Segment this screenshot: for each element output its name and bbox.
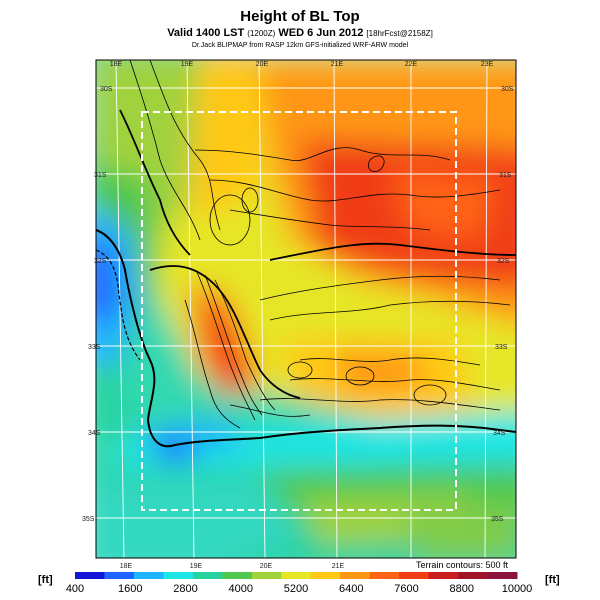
svg-text:34S: 34S: [88, 430, 101, 437]
svg-text:22E: 22E: [405, 61, 418, 68]
plot-frame: [95, 59, 517, 559]
colorbar-tick-label: 8800: [450, 583, 474, 595]
svg-text:31S: 31S: [499, 172, 512, 179]
colorbar-tick-label: 6400: [339, 583, 363, 595]
colorbar-swatch: [281, 572, 312, 579]
svg-text:18E: 18E: [120, 563, 133, 570]
svg-text:33S: 33S: [88, 344, 101, 351]
chart-title: Height of BL Top: [240, 8, 360, 25]
terrain-contours: [129, 60, 511, 429]
colorbar-swatch: [428, 572, 459, 579]
svg-text:30S: 30S: [501, 86, 514, 93]
colorbar-swatch: [133, 572, 164, 579]
colorbar-unit-right: [ft]: [545, 574, 560, 586]
colorbar-swatch: [104, 572, 135, 579]
inner-domain-box: [141, 111, 457, 511]
svg-text:21E: 21E: [332, 563, 345, 570]
svg-text:21E: 21E: [331, 61, 344, 68]
svg-text:20E: 20E: [256, 61, 269, 68]
svg-text:34S: 34S: [493, 430, 506, 437]
svg-text:18E: 18E: [110, 61, 123, 68]
lon-labels-bottom: 18E 19E 20E 21E: [120, 563, 345, 570]
colorbar-swatch: [487, 572, 518, 579]
colorbar-tick-label: 5200: [284, 583, 308, 595]
bl-height-field: [96, 60, 516, 558]
colorbar-tick-label: 4000: [229, 583, 253, 595]
colorbar-swatch: [251, 572, 282, 579]
valid-date: WED 6 Jun 2012: [278, 27, 364, 39]
svg-text:23E: 23E: [481, 61, 494, 68]
colorbar-tick-label: 10000: [502, 583, 533, 595]
lat-lon-grid: [96, 60, 516, 558]
model-credit: Dr.Jack BLIPMAP from RASP 12km GFS-initi…: [191, 42, 409, 49]
colorbar-swatch: [163, 572, 194, 579]
svg-text:35S: 35S: [491, 516, 504, 523]
valid-time-utc: (1200Z): [247, 29, 276, 38]
lat-labels-left: 30S 31S 32S 33S 34S 35S: [82, 86, 113, 523]
svg-text:31S: 31S: [94, 172, 107, 179]
colorbar-swatch: [75, 572, 105, 579]
svg-text:19E: 19E: [181, 61, 194, 68]
colorbar-swatch: [369, 572, 400, 579]
colorbar-swatch: [192, 572, 223, 579]
chart-subtitle: Valid 1400 LST (1200Z) WED 6 Jun 2012 [1…: [0, 27, 600, 39]
svg-text:33S: 33S: [495, 344, 508, 351]
svg-text:30S: 30S: [100, 86, 113, 93]
forecast-info: [18hrFcst@2158Z]: [366, 29, 433, 38]
colorbar: 400 1600 2800 4000 5200 6400 7600 8800 10000: [66, 572, 532, 595]
svg-text:32S: 32S: [94, 258, 107, 265]
colorbar-tick-label: 7600: [394, 583, 418, 595]
colorbar-swatch: [340, 572, 371, 579]
colorbar-swatch: [458, 572, 489, 579]
colorbar-unit-left: [ft]: [38, 574, 53, 586]
colorbar-swatch: [222, 572, 253, 579]
colorbar-tick-label: 1600: [118, 583, 142, 595]
svg-text:20E: 20E: [260, 563, 273, 570]
coastline: [96, 229, 516, 448]
lat-labels-right: 30S 31S 32S 33S 34S 35S: [491, 86, 514, 523]
valid-time: Valid 1400 LST: [167, 27, 245, 39]
svg-text:35S: 35S: [82, 516, 95, 523]
colorbar-swatch: [399, 572, 430, 579]
colorbar-swatch: [310, 572, 341, 579]
colorbar-tick-label: 400: [66, 583, 84, 595]
colorbar-tick-label: 2800: [173, 583, 197, 595]
terrain-contour-note: Terrain contours: 500 ft: [416, 560, 509, 570]
svg-text:19E: 19E: [190, 563, 203, 570]
lon-labels-top: 18E 19E 20E 21E 22E 23E: [110, 61, 494, 68]
svg-text:32S: 32S: [497, 258, 510, 265]
